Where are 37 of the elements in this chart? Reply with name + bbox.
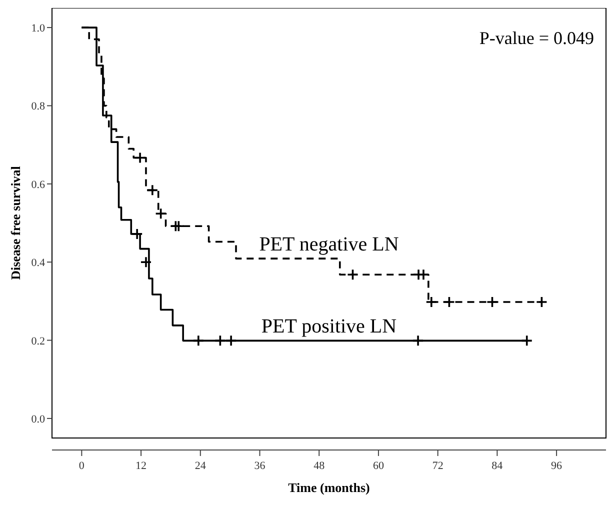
y-tick-label: 0.8 — [31, 100, 46, 113]
point — [146, 184, 158, 196]
point — [225, 334, 237, 347]
annotation: P-value = 0.049 — [479, 28, 594, 48]
point — [172, 220, 185, 232]
y-tick-label: 1.0 — [31, 22, 46, 35]
point — [134, 152, 146, 164]
point — [214, 334, 226, 347]
point — [486, 296, 498, 308]
point — [131, 228, 143, 240]
x-tick-label: 84 — [492, 460, 504, 472]
x-tick-label: 0 — [78, 460, 85, 472]
y-tick-label: 0.4 — [31, 257, 46, 270]
y-axis-title: Disease free survival — [8, 166, 23, 280]
x-tick-label: 36 — [254, 460, 266, 472]
point — [520, 334, 533, 347]
x-tick-label: 48 — [314, 460, 326, 472]
point — [154, 208, 167, 220]
x-tick-label: 72 — [432, 460, 444, 472]
series-label: PET negative LN — [259, 234, 399, 256]
y-tick-label: 0.6 — [31, 178, 46, 191]
series-label: PET positive LN — [261, 316, 397, 338]
x-tick-label: 60 — [372, 460, 384, 472]
point — [192, 334, 204, 347]
point — [140, 256, 152, 268]
x-axis-title: Time (months) — [288, 480, 370, 495]
point — [425, 296, 438, 308]
x-tick-label: 96 — [551, 460, 563, 472]
point — [412, 334, 424, 347]
point — [418, 268, 430, 280]
x-tick-label: 24 — [194, 460, 206, 472]
point — [443, 296, 456, 308]
point — [346, 268, 359, 280]
y-tick-label: 0.2 — [31, 335, 45, 348]
x-tick-label: 12 — [136, 460, 147, 472]
point — [536, 296, 548, 308]
y-tick-label: 0.0 — [31, 413, 46, 426]
